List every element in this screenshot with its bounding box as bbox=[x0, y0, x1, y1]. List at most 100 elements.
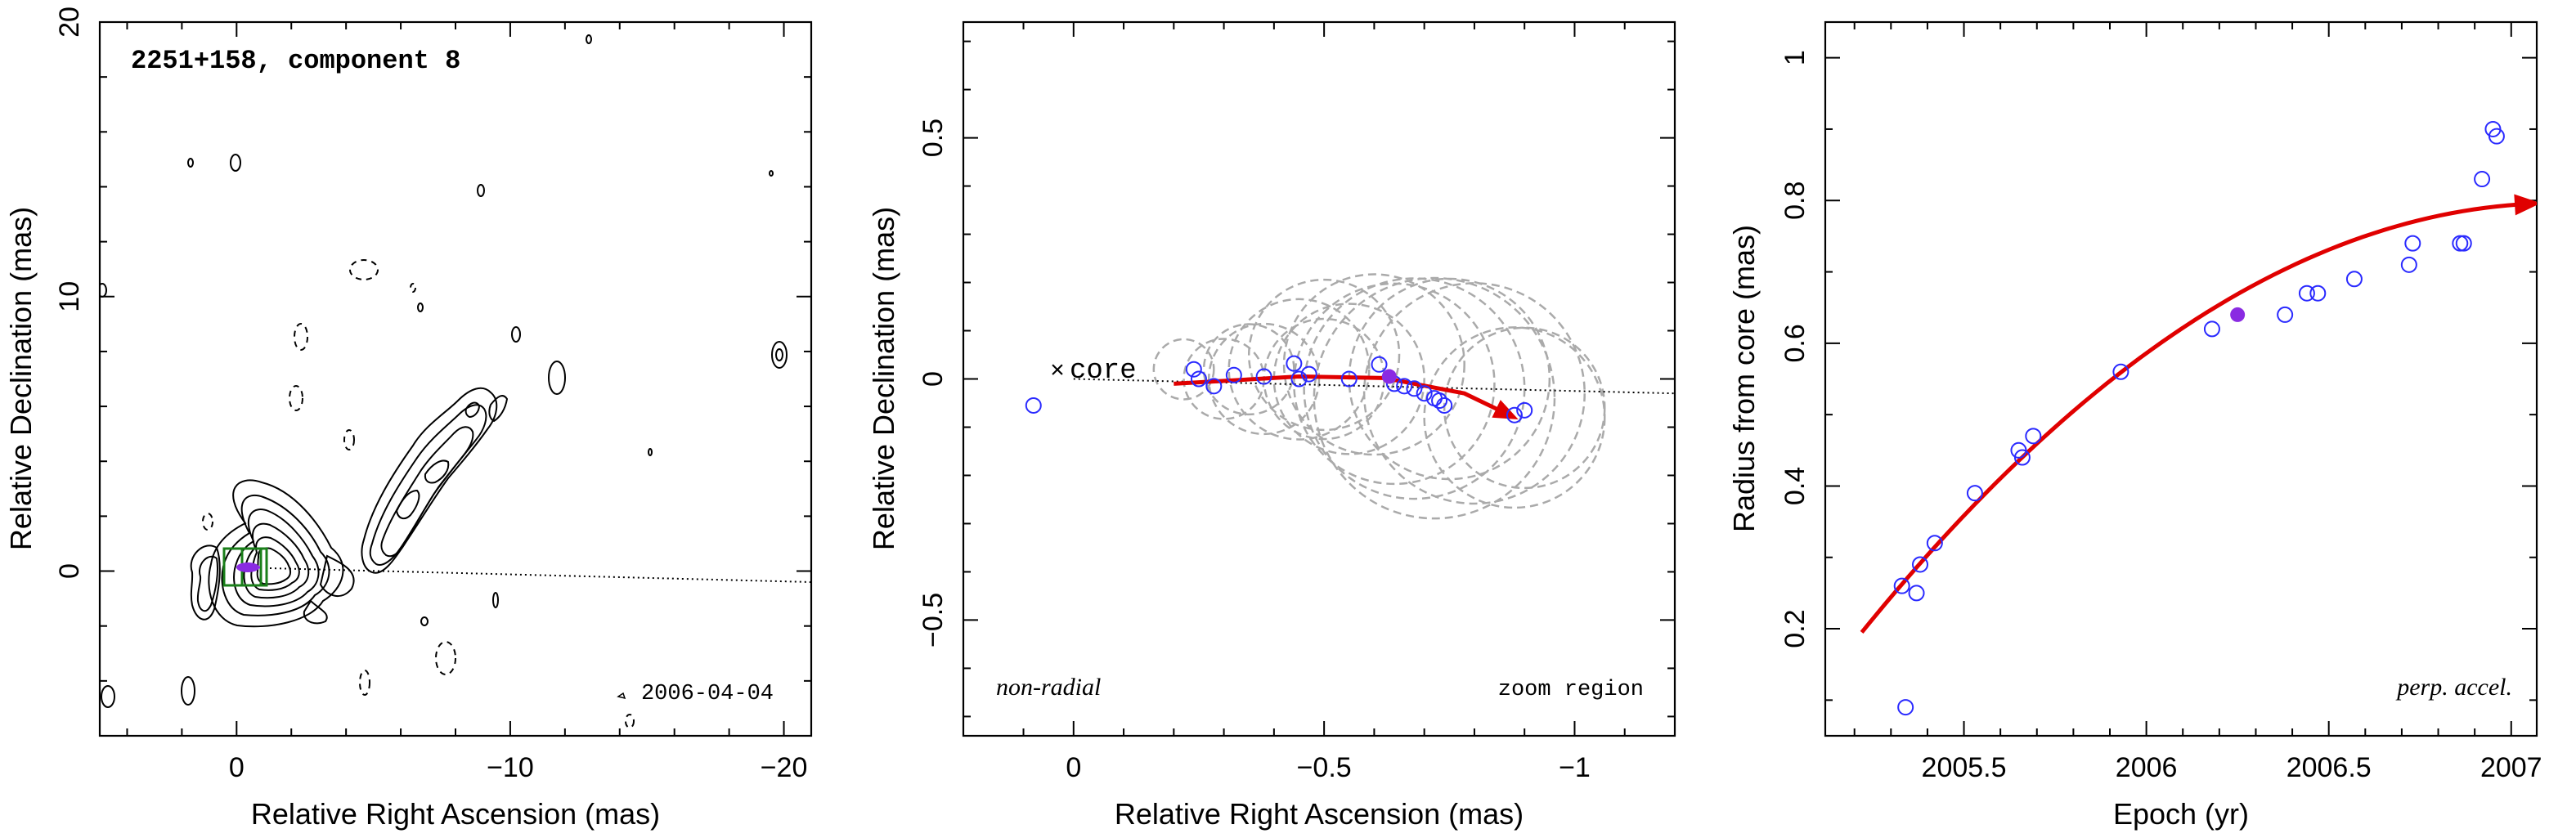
left-contours bbox=[100, 34, 811, 728]
middle-data-point bbox=[1516, 401, 1533, 419]
left-x-tick-label: −10 bbox=[487, 752, 534, 783]
left-x-tick-label: 0 bbox=[229, 752, 245, 783]
left-y-tick-label: 20 bbox=[54, 7, 85, 38]
right-x-tick-label: 2005.5 bbox=[1922, 752, 2007, 783]
left-title: 2251+158, component 8 bbox=[131, 46, 460, 76]
left-y-tick-label: 10 bbox=[54, 281, 85, 312]
right-fit-curve bbox=[1860, 201, 2530, 634]
middle-error-circle bbox=[1227, 298, 1371, 441]
right-data-point bbox=[2013, 449, 2031, 466]
left-ticks: 0 −10 −20 0 10 20 bbox=[54, 7, 811, 783]
left-x-tick-label: −20 bbox=[761, 752, 808, 783]
middle-xlabel: Relative Right Ascension (mas) bbox=[1115, 797, 1524, 831]
right-data-point bbox=[1912, 556, 1928, 573]
right-data-point bbox=[2455, 235, 2472, 252]
right-highlight-point bbox=[2230, 307, 2246, 322]
middle-y-tick-label: −0.5 bbox=[918, 593, 949, 648]
right-data-point bbox=[2404, 235, 2421, 252]
right-data-point bbox=[2277, 306, 2294, 323]
middle-y-tick-label: 0.5 bbox=[918, 119, 949, 157]
right-y-tick-label: 0.6 bbox=[1779, 324, 1811, 362]
left-date-marker bbox=[617, 692, 626, 700]
middle-guide-line bbox=[1073, 378, 1675, 395]
right-x-tick-label: 2007 bbox=[2480, 752, 2542, 783]
right-data-point bbox=[2298, 285, 2315, 302]
middle-error-circle bbox=[1152, 338, 1215, 401]
right-y-tick-label: 0.2 bbox=[1779, 609, 1811, 648]
middle-data-point bbox=[1190, 370, 1207, 388]
left-y-tick-label: 0 bbox=[54, 563, 85, 579]
middle-y-tick-label: 0 bbox=[918, 371, 949, 387]
middle-data-point bbox=[1416, 385, 1433, 402]
middle-data-point bbox=[1300, 365, 1317, 383]
middle-x-tick-label: −0.5 bbox=[1297, 752, 1352, 783]
right-ticks: 2005.5 2006 2006.5 2007 0.2 0.4 0.6 0.8 1 bbox=[1779, 22, 2542, 783]
middle-data-point bbox=[1340, 370, 1358, 388]
middle-left-note: non-radial bbox=[996, 674, 1101, 701]
middle-data-point bbox=[1025, 397, 1042, 414]
middle-error-circle bbox=[1313, 276, 1556, 520]
middle-data-point bbox=[1406, 380, 1423, 397]
right-arrowhead bbox=[2514, 194, 2537, 216]
right-data-point bbox=[1908, 585, 1925, 602]
middle-data-point bbox=[1436, 397, 1453, 414]
right-data-point bbox=[1926, 535, 1943, 552]
middle-data-point bbox=[1225, 366, 1242, 383]
middle-error-circle bbox=[1207, 322, 1321, 436]
right-panel: 2005.5 2006 2006.5 2007 0.2 0.4 0.6 0.8 1 perp. … bbox=[1727, 20, 2542, 831]
middle-x-tick-label: −1 bbox=[1559, 752, 1591, 783]
right-data-point bbox=[2488, 128, 2505, 145]
middle-highlight-point bbox=[1381, 369, 1397, 384]
right-ylabel: Radius from core (mas) bbox=[1727, 225, 1761, 532]
middle-data-point bbox=[1431, 392, 1448, 410]
middle-core-label: core bbox=[1070, 356, 1137, 387]
right-data-point bbox=[1893, 577, 1910, 594]
middle-points bbox=[1025, 355, 1533, 423]
middle-data-point bbox=[1185, 361, 1202, 378]
right-x-tick-label: 2006.5 bbox=[2287, 752, 2372, 783]
left-ylabel: Relative Declination (mas) bbox=[4, 207, 38, 550]
right-data-point bbox=[2400, 256, 2417, 273]
right-data-point bbox=[2025, 428, 2042, 445]
middle-data-point bbox=[1205, 378, 1223, 395]
left-frame bbox=[98, 20, 813, 737]
middle-core-marker: × bbox=[1050, 358, 1065, 386]
right-note: perp. accel. bbox=[2395, 674, 2512, 701]
middle-error-circle bbox=[1282, 273, 1465, 456]
middle-error-circle bbox=[1247, 278, 1401, 432]
middle-right-note: zoom region bbox=[1498, 678, 1644, 702]
middle-error-circles bbox=[1152, 273, 1606, 520]
middle-data-point bbox=[1371, 356, 1388, 373]
middle-ticks: 0 −0.5 −1 −0.5 0 0.5 bbox=[918, 22, 1675, 783]
right-y-tick-label: 1 bbox=[1779, 50, 1811, 65]
middle-error-circle bbox=[1202, 323, 1295, 416]
right-data-point bbox=[2203, 320, 2220, 338]
right-y-tick-label: 0.4 bbox=[1779, 467, 1811, 505]
right-data-point bbox=[2345, 271, 2363, 288]
middle-error-circle bbox=[1362, 282, 1586, 505]
middle-ylabel: Relative Declination (mas) bbox=[867, 207, 900, 550]
right-data-point bbox=[2309, 285, 2327, 302]
right-y-tick-label: 0.8 bbox=[1779, 181, 1811, 220]
right-x-tick-label: 2006 bbox=[2116, 752, 2178, 783]
middle-x-tick-label: 0 bbox=[1066, 752, 1081, 783]
middle-arrowhead bbox=[1492, 400, 1519, 419]
middle-panel: 0 −0.5 −1 −0.5 0 0.5 core × non-radial zoom r… bbox=[867, 20, 1676, 831]
right-data-point bbox=[1966, 485, 1983, 502]
middle-data-point bbox=[1506, 406, 1523, 423]
middle-error-circle bbox=[1443, 326, 1606, 490]
right-xlabel: Epoch (yr) bbox=[2113, 797, 2249, 831]
right-data-point bbox=[1897, 699, 1914, 716]
middle-data-point bbox=[1396, 378, 1413, 395]
left-date-label: 2006-04-04 bbox=[641, 682, 774, 706]
middle-data-point bbox=[1290, 370, 1308, 388]
middle-data-point bbox=[1286, 355, 1303, 372]
right-points bbox=[1893, 120, 2505, 716]
middle-error-circle bbox=[1303, 277, 1526, 500]
right-frame bbox=[1824, 20, 2538, 737]
right-data-point bbox=[2452, 235, 2469, 252]
right-data-point bbox=[2112, 363, 2129, 380]
right-data-point bbox=[2474, 171, 2491, 188]
left-panel: 0 −10 −20 0 10 20 bbox=[4, 7, 813, 831]
